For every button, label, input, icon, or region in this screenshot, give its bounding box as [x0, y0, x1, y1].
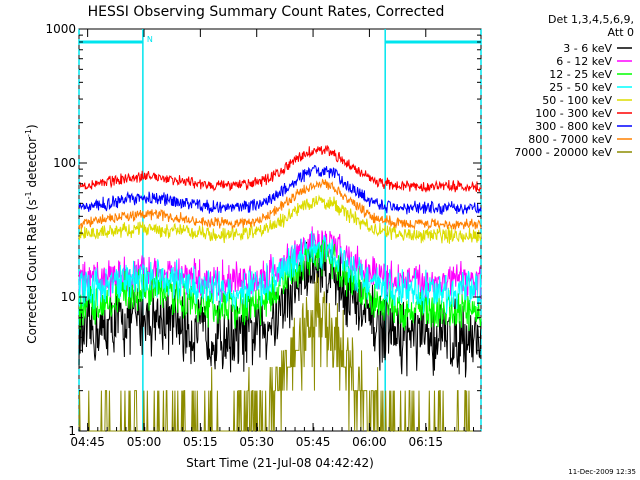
legend-label: 300 - 800 keV: [535, 120, 612, 133]
legend-label: 800 - 7000 keV: [528, 133, 612, 146]
y-axis-label: Corrected Count Rate (s-1 detector-1): [24, 124, 39, 343]
x-tick-label: 04:45: [70, 435, 105, 449]
series-layer: [78, 144, 482, 432]
series-line: [78, 194, 482, 244]
legend-label: 50 - 100 keV: [542, 94, 612, 107]
series-line: [78, 164, 482, 215]
series-line: [78, 231, 482, 315]
legend-label: 6 - 12 keV: [556, 55, 612, 68]
legend-label: 7000 - 20000 keV: [514, 146, 612, 159]
legend-header-line2: Att 0: [608, 26, 634, 39]
x-tick-label: 06:15: [408, 435, 443, 449]
series-line: [78, 239, 482, 331]
y-tick-label: 1000: [45, 22, 76, 36]
x-tick-label: 05:45: [296, 435, 331, 449]
x-tick-label: 06:00: [352, 435, 387, 449]
x-tick-label: 05:15: [183, 435, 218, 449]
saa-marker-label: N: [147, 35, 153, 44]
legend-label: 100 - 300 keV: [535, 107, 612, 120]
legend-label: 3 - 6 keV: [563, 42, 612, 55]
series-line: [78, 178, 482, 232]
y-tick-label: 1: [68, 424, 76, 438]
y-axis: 1 10 100 1000: [45, 22, 481, 438]
y-tick-label: 100: [53, 156, 76, 170]
x-tick-label: 05:00: [127, 435, 162, 449]
chart-title: HESSI Observing Summary Count Rates, Cor…: [88, 4, 445, 20]
x-axis: 04:45 05:00 05:15 05:30 05:45 06:00 06:15: [70, 29, 474, 449]
x-tick-label: 05:30: [239, 435, 274, 449]
legend-header-line1: Det 1,3,4,5,6,9,: [548, 13, 634, 26]
series-line: [78, 144, 482, 193]
series-line: [78, 238, 482, 378]
legend-label: 12 - 25 keV: [549, 68, 612, 81]
x-axis-label: Start Time (21-Jul-08 04:42:42): [186, 456, 374, 470]
series-line: [78, 273, 481, 432]
footer-timestamp: 11-Dec-2009 12:35: [568, 468, 636, 476]
y-tick-label: 10: [61, 290, 76, 304]
legend-label: 25 - 50 keV: [549, 81, 612, 94]
